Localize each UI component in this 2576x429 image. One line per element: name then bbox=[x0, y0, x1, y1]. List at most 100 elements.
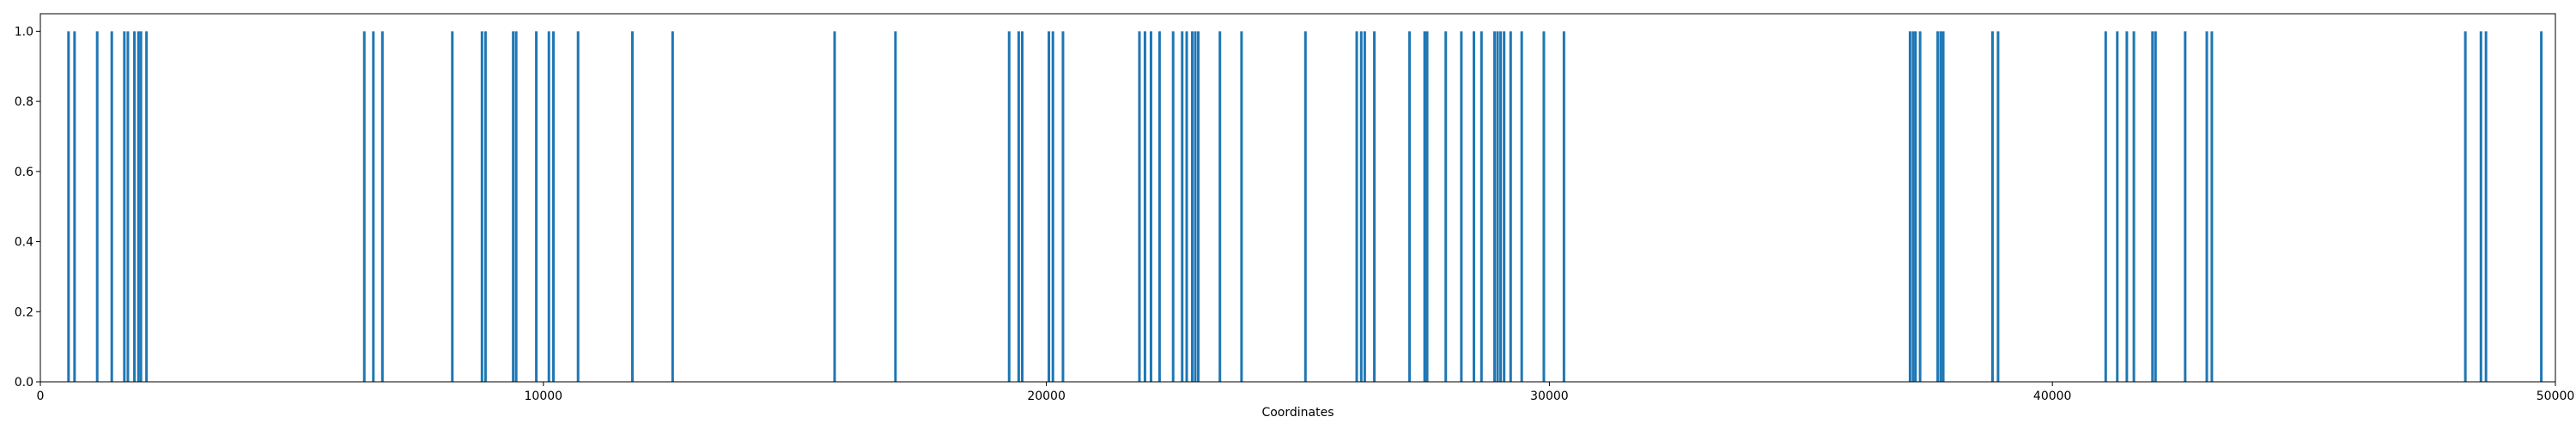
y-tick-label: 0.2 bbox=[15, 305, 33, 319]
x-axis: 0 10000 20000 30000 40000 50000 bbox=[37, 382, 2575, 403]
bar-16 bbox=[512, 31, 515, 383]
y-tick-label: 1.0 bbox=[15, 25, 33, 39]
bar-26 bbox=[1007, 31, 1011, 383]
bar-85 bbox=[2540, 31, 2543, 383]
bar-37 bbox=[1181, 31, 1184, 383]
bar-14 bbox=[480, 31, 483, 383]
bar-58 bbox=[1499, 31, 1503, 383]
bar-1 bbox=[73, 31, 76, 383]
x-tick-label: 0 bbox=[37, 390, 45, 403]
bar-52 bbox=[1444, 31, 1448, 383]
bar-47 bbox=[1363, 31, 1366, 383]
y-tick-label: 0.8 bbox=[15, 95, 33, 109]
bar-53 bbox=[1460, 31, 1463, 383]
bar-49 bbox=[1408, 31, 1412, 383]
bar-80 bbox=[2205, 31, 2208, 383]
bar-67 bbox=[1918, 31, 1922, 383]
bar-4 bbox=[123, 31, 126, 383]
bar-40 bbox=[1194, 31, 1197, 383]
bar-25 bbox=[894, 31, 897, 383]
bar-series bbox=[67, 31, 2543, 383]
bar-21 bbox=[576, 31, 580, 383]
bar-5 bbox=[126, 31, 130, 383]
bar-56 bbox=[1493, 31, 1497, 383]
bar-18 bbox=[535, 31, 538, 383]
bar-19 bbox=[547, 31, 550, 383]
bar-64 bbox=[1908, 31, 1911, 383]
bar-46 bbox=[1359, 31, 1363, 383]
bar-60 bbox=[1509, 31, 1512, 383]
bar-71 bbox=[1990, 31, 1994, 383]
bar-76 bbox=[2132, 31, 2136, 383]
bar-10 bbox=[362, 31, 366, 383]
x-tick-label: 20000 bbox=[1027, 390, 1066, 403]
plot-frame bbox=[39, 13, 2556, 383]
bar-34 bbox=[1149, 31, 1152, 383]
x-axis-label: Coordinates bbox=[1261, 406, 1334, 420]
bar-68 bbox=[1936, 31, 1940, 383]
bar-28 bbox=[1020, 31, 1024, 383]
y-axis: 0.0 0.2 0.4 0.6 0.8 1.0 bbox=[15, 25, 40, 390]
bar-12 bbox=[380, 31, 384, 383]
bar-2 bbox=[95, 31, 99, 383]
x-tick-label: 10000 bbox=[525, 390, 563, 403]
bar-9 bbox=[145, 31, 149, 383]
bar-7 bbox=[137, 31, 140, 383]
bar-36 bbox=[1171, 31, 1175, 383]
bar-57 bbox=[1496, 31, 1499, 383]
bar-13 bbox=[451, 31, 454, 383]
bar-29 bbox=[1048, 31, 1051, 383]
bar-31 bbox=[1061, 31, 1065, 383]
bar-27 bbox=[1017, 31, 1020, 383]
bar-77 bbox=[2151, 31, 2154, 383]
bar-23 bbox=[671, 31, 674, 383]
bar-38 bbox=[1185, 31, 1188, 383]
bar-0 bbox=[67, 31, 70, 383]
bar-82 bbox=[2464, 31, 2467, 383]
bar-8 bbox=[139, 31, 143, 383]
bar-78 bbox=[2154, 31, 2157, 383]
bar-30 bbox=[1051, 31, 1054, 383]
bar-39 bbox=[1190, 31, 1194, 383]
y-tick-label: 0.6 bbox=[15, 166, 33, 179]
bar-81 bbox=[2210, 31, 2214, 383]
bar-72 bbox=[1996, 31, 2000, 383]
x-tick-label: 50000 bbox=[2537, 390, 2575, 403]
bar-35 bbox=[1157, 31, 1161, 383]
y-tick-label: 0.0 bbox=[15, 376, 33, 390]
bar-66 bbox=[1914, 31, 1917, 383]
bar-59 bbox=[1503, 31, 1506, 383]
bar-11 bbox=[372, 31, 375, 383]
bar-61 bbox=[1520, 31, 1523, 383]
x-tick-label: 40000 bbox=[2033, 390, 2072, 403]
bar-65 bbox=[1911, 31, 1915, 383]
bar-33 bbox=[1143, 31, 1146, 383]
bar-44 bbox=[1303, 31, 1307, 383]
bar-69 bbox=[1939, 31, 1942, 383]
bar-42 bbox=[1218, 31, 1222, 383]
bar-51 bbox=[1425, 31, 1429, 383]
bar-79 bbox=[2184, 31, 2187, 383]
bar-3 bbox=[110, 31, 113, 383]
bar-84 bbox=[2484, 31, 2488, 383]
bar-74 bbox=[2116, 31, 2119, 383]
bar-50 bbox=[1423, 31, 1426, 383]
bar-70 bbox=[1941, 31, 1945, 383]
bar-63 bbox=[1562, 31, 1565, 383]
bar-48 bbox=[1373, 31, 1376, 383]
bar-20 bbox=[552, 31, 556, 383]
bar-75 bbox=[2125, 31, 2129, 383]
y-tick-label: 0.4 bbox=[15, 236, 33, 250]
bar-62 bbox=[1542, 31, 1546, 383]
bar-22 bbox=[630, 31, 634, 383]
bar-54 bbox=[1473, 31, 1476, 383]
bar-73 bbox=[2104, 31, 2107, 383]
bar-17 bbox=[514, 31, 518, 383]
bar-41 bbox=[1197, 31, 1200, 383]
bar-32 bbox=[1138, 31, 1141, 383]
bar-55 bbox=[1479, 31, 1483, 383]
bar-24 bbox=[833, 31, 836, 383]
bar-6 bbox=[133, 31, 137, 383]
bar-83 bbox=[2479, 31, 2482, 383]
